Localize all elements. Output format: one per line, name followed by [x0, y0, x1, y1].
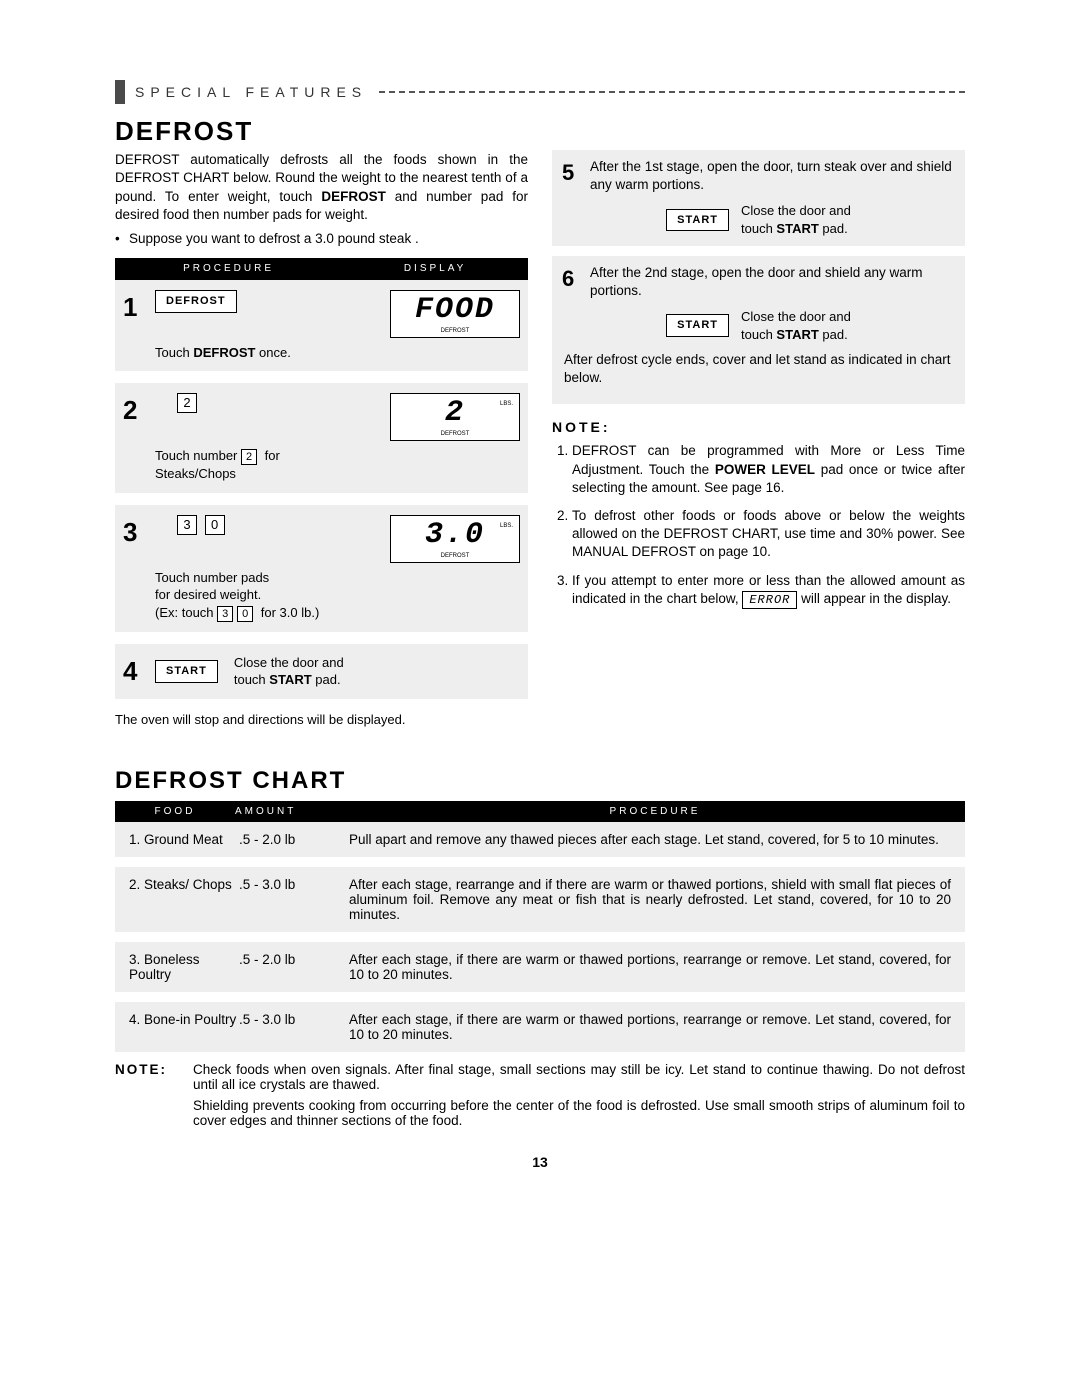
cell-amount: .5 - 2.0 lb: [239, 832, 349, 847]
step-text: Touch number 2 for Steaks/Chops: [155, 447, 520, 483]
note-3: If you attempt to enter more or less tha…: [572, 572, 965, 609]
right-column: 5 After the 1st stage, open the door, tu…: [552, 110, 965, 743]
step-text: Close the door and touch START pad.: [234, 654, 344, 689]
cell-food: 3. Boneless Poultry: [121, 952, 239, 982]
after-text: After defrost cycle ends, cover and let …: [564, 351, 953, 387]
left-column: DEFROST DEFROST automatically defrosts a…: [115, 110, 528, 743]
th-amount: AMOUNT: [235, 806, 345, 817]
display-sub: DEFROST: [391, 552, 519, 560]
note-heading: NOTE:: [552, 418, 965, 437]
step-body: DEFROST FOOD DEFROST Touch DEFROST once.: [155, 290, 520, 362]
start-button[interactable]: START: [666, 314, 729, 337]
th-procedure: PROCEDURE: [345, 806, 965, 817]
cell-food: 1. Ground Meat: [121, 832, 239, 847]
start-text: Close the door and touch START pad.: [741, 202, 851, 237]
cell-proc: After each stage, rearrange and if there…: [349, 877, 959, 922]
lbs-label: LBS.: [500, 522, 513, 530]
cell-proc: After each stage, if there are warm or t…: [349, 1012, 959, 1042]
chart-title: DEFROST CHART: [115, 767, 965, 795]
section-header: SPECIAL FEATURES: [115, 80, 965, 104]
intro-text: DEFROST automatically defrosts all the f…: [115, 151, 528, 224]
notes-list: DEFROST can be programmed with More or L…: [552, 442, 965, 609]
example-bullet: Suppose you want to defrost a 3.0 pound …: [115, 230, 528, 248]
start-row: START Close the door and touch START pad…: [562, 202, 955, 237]
display-sub: DEFROST: [391, 327, 519, 335]
chart-row: 1. Ground Meat .5 - 2.0 lb Pull apart an…: [115, 822, 965, 857]
step-text: After the 2nd stage, open the door and s…: [590, 264, 955, 300]
step-number: 3: [123, 515, 155, 622]
proc-head-right: DISPLAY: [342, 262, 528, 276]
chart-header: FOOD AMOUNT PROCEDURE: [115, 801, 965, 822]
inline-key-0: 0: [237, 606, 253, 622]
dash-line: [379, 91, 965, 93]
step-number: 5: [562, 158, 590, 194]
step-1: 1 DEFROST FOOD DEFROST Touch DEFROST onc…: [115, 280, 528, 372]
step-number: 4: [123, 654, 155, 689]
start-text: Close the door and touch START pad.: [741, 308, 851, 343]
cell-proc: After each stage, if there are warm or t…: [349, 952, 959, 982]
step-4: 4 START Close the door and touch START p…: [115, 644, 528, 699]
display-value: FOOD: [391, 291, 519, 327]
header-label: SPECIAL FEATURES: [135, 84, 367, 100]
step-number: 6: [562, 264, 590, 300]
cell-amount: .5 - 3.0 lb: [239, 877, 349, 922]
display-sub: DEFROST: [391, 430, 519, 438]
step-body: 3 0 LBS. 3.0 DEFROST Touch number pads f…: [155, 515, 520, 622]
header-bar: [115, 80, 125, 104]
cell-amount: .5 - 3.0 lb: [239, 1012, 349, 1042]
step-6: 6 After the 2nd stage, open the door and…: [552, 256, 965, 404]
page-number: 13: [115, 1154, 965, 1170]
step-5: 5 After the 1st stage, open the door, tu…: [552, 150, 965, 246]
final-note-2: Shielding prevents cooking from occurrin…: [115, 1098, 965, 1128]
key-3[interactable]: 3: [177, 515, 197, 535]
display-box: LBS. 2 DEFROST: [390, 393, 520, 441]
lbs-label: LBS.: [500, 400, 513, 408]
procedure-header: PROCEDURE DISPLAY: [115, 258, 528, 280]
step-body: START Close the door and touch START pad…: [155, 654, 520, 689]
display-box: LBS. 3.0 DEFROST: [390, 515, 520, 563]
step-body: 2 LBS. 2 DEFROST Touch number 2 for Stea…: [155, 393, 520, 483]
note-1: DEFROST can be programmed with More or L…: [572, 442, 965, 497]
proc-head-left: PROCEDURE: [115, 262, 342, 276]
step-text: After the 1st stage, open the door, turn…: [590, 158, 955, 194]
inline-key-2: 2: [241, 449, 257, 465]
th-food: FOOD: [115, 806, 235, 817]
cell-food: 4. Bone-in Poultry: [121, 1012, 239, 1042]
key-0[interactable]: 0: [205, 515, 225, 535]
defrost-button[interactable]: DEFROST: [155, 290, 237, 313]
step-2: 2 2 LBS. 2 DEFROST Touch number 2 for: [115, 383, 528, 493]
key-2[interactable]: 2: [177, 393, 197, 413]
note-text: Shielding prevents cooking from occurrin…: [193, 1098, 965, 1128]
step-number: 2: [123, 393, 155, 483]
step-text: Touch DEFROST once.: [155, 344, 520, 362]
error-box: ERROR: [742, 591, 797, 609]
note-label: NOTE:: [115, 1062, 193, 1092]
start-button[interactable]: START: [155, 660, 218, 683]
inline-key-3: 3: [217, 606, 233, 622]
cell-proc: Pull apart and remove any thawed pieces …: [349, 832, 959, 847]
cell-food: 2. Steaks/ Chops: [121, 877, 239, 922]
cell-amount: .5 - 2.0 lb: [239, 952, 349, 982]
step-text: Touch number pads for desired weight. (E…: [155, 569, 520, 622]
final-note-1: NOTE: Check foods when oven signals. Aft…: [115, 1062, 965, 1092]
chart-row: 4. Bone-in Poultry .5 - 3.0 lb After eac…: [115, 1002, 965, 1052]
display-box: FOOD DEFROST: [390, 290, 520, 338]
step-number: 1: [123, 290, 155, 362]
step-3: 3 3 0 LBS. 3.0 DEFROST T: [115, 505, 528, 632]
mid-note: The oven will stop and directions will b…: [115, 711, 528, 729]
columns: DEFROST DEFROST automatically defrosts a…: [115, 110, 965, 743]
note-text: Check foods when oven signals. After fin…: [193, 1062, 965, 1092]
start-row: START Close the door and touch START pad…: [562, 308, 955, 343]
chart-row: 3. Boneless Poultry .5 - 2.0 lb After ea…: [115, 942, 965, 992]
chart-row: 2. Steaks/ Chops .5 - 3.0 lb After each …: [115, 867, 965, 932]
title: DEFROST: [115, 114, 528, 149]
note-2: To defrost other foods or foods above or…: [572, 507, 965, 562]
intro: DEFROST automatically defrosts all the f…: [115, 151, 528, 224]
start-button[interactable]: START: [666, 209, 729, 232]
page: SPECIAL FEATURES DEFROST DEFROST automat…: [115, 80, 965, 1170]
